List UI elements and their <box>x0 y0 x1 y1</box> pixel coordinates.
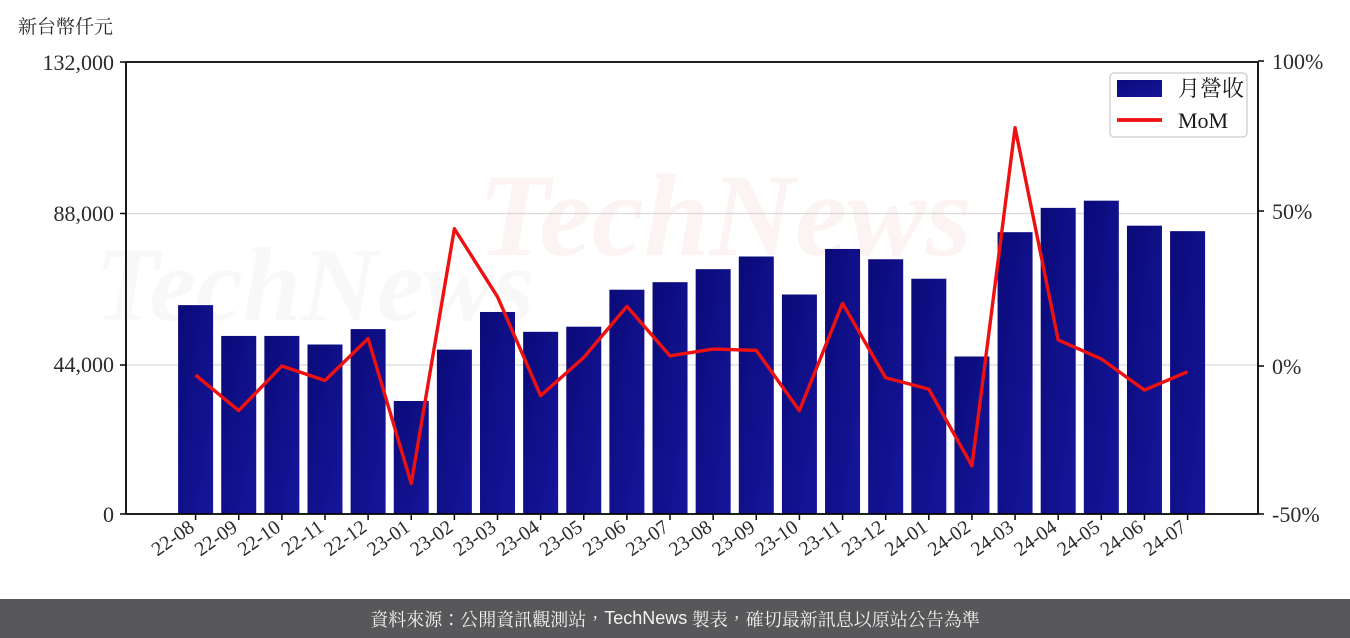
svg-text:0: 0 <box>103 502 114 527</box>
svg-text:新台幣仟元: 新台幣仟元 <box>18 16 113 38</box>
svg-text:0%: 0% <box>1272 354 1301 379</box>
svg-text:44,000: 44,000 <box>54 352 115 377</box>
svg-text:-50%: -50% <box>1272 502 1320 527</box>
svg-text:132,000: 132,000 <box>43 50 115 75</box>
svg-text:100%: 100% <box>1272 49 1323 74</box>
svg-text:月營收: 月營收 <box>1178 76 1244 101</box>
svg-text:TechNews: TechNews <box>95 226 534 343</box>
svg-text:MoM: MoM <box>1178 108 1228 133</box>
svg-text:50%: 50% <box>1272 199 1312 224</box>
svg-text:88,000: 88,000 <box>54 201 115 226</box>
